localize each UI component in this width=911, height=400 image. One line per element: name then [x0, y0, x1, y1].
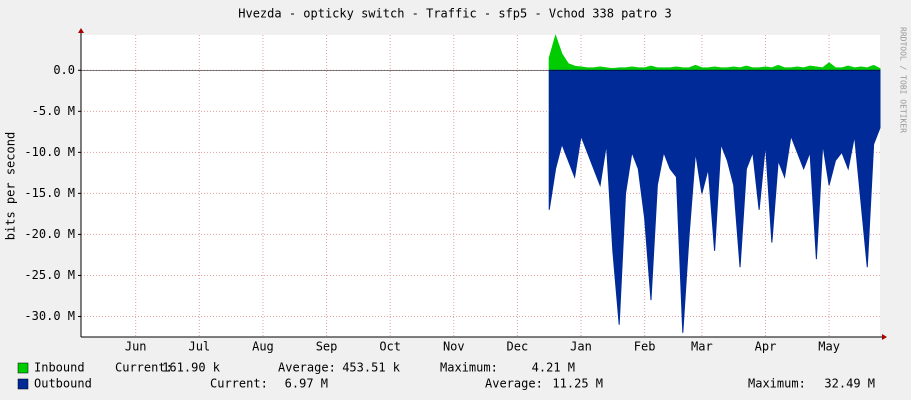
x-tick-label: Jun	[125, 340, 147, 354]
chart-title: Hvezda - opticky switch - Traffic - sfp5…	[238, 7, 671, 21]
watermark: RRDTOOL / TOBI OETIKER	[899, 27, 908, 133]
area	[548, 34, 881, 71]
x-tick-label: Mar	[691, 340, 713, 354]
x-arrow	[882, 334, 887, 340]
y-tick-label: -25.0 M	[24, 268, 75, 282]
legend-stat-label: Average:	[278, 361, 336, 375]
legend-stat-label: Average:	[485, 377, 543, 391]
legend-stat-value: 11.25 M	[552, 377, 603, 391]
legend-stat-value: 161.90 k	[162, 361, 221, 375]
area	[548, 69, 881, 333]
x-tick-label: Oct	[379, 340, 401, 354]
legend-stat-value: 4.21 M	[532, 361, 575, 375]
legend-stat-value: 6.97 M	[285, 377, 328, 391]
x-tick-label: Apr	[755, 340, 777, 354]
x-tick-label: Dec	[507, 340, 529, 354]
legend-stat-label: Maximum:	[440, 361, 498, 375]
x-tick-label: Aug	[252, 340, 274, 354]
legend-label: Outbound	[34, 377, 92, 391]
legend-stat-label: Current:	[210, 377, 268, 391]
y-arrow	[78, 28, 84, 33]
legend-stat-value: 32.49 M	[824, 377, 875, 391]
legend-swatch	[17, 378, 29, 390]
legend-stat-label: Maximum:	[748, 377, 806, 391]
x-tick-label: Sep	[316, 340, 338, 354]
x-tick-label: Nov	[443, 340, 465, 354]
legend-stat-label: Current:	[115, 361, 173, 375]
x-tick-label: Jul	[188, 340, 210, 354]
legend-stat-value: 453.51 k	[342, 361, 401, 375]
y-tick-label: -20.0 M	[24, 227, 75, 241]
y-tick-label: -30.0 M	[24, 309, 75, 323]
y-tick-label: 0.0	[53, 63, 75, 77]
y-tick-label: -5.0 M	[32, 104, 75, 118]
y-tick-label: -10.0 M	[24, 145, 75, 159]
x-tick-label: May	[818, 340, 840, 354]
x-tick-label: Jan	[570, 340, 592, 354]
y-tick-label: -15.0 M	[24, 186, 75, 200]
y-axis-label: bits per second	[4, 132, 18, 240]
x-tick-label: Feb	[634, 340, 656, 354]
legend-swatch	[17, 362, 29, 374]
legend-label: Inbound	[34, 361, 85, 375]
